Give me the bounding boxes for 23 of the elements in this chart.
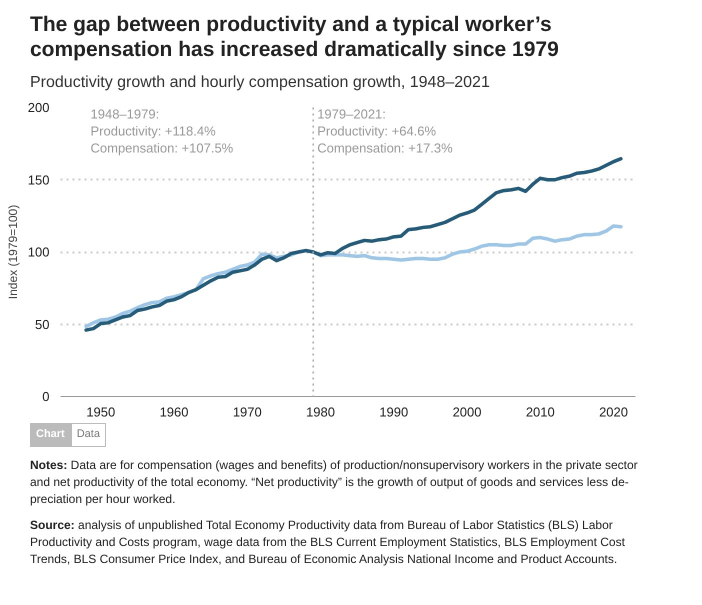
x-tick-label: 1980 [306,404,335,420]
y-tick-label: 0 [42,389,50,404]
x-tick-label: 2020 [599,404,628,420]
x-tick-label: 1990 [379,404,408,420]
x-tick-label: 1960 [160,404,188,420]
y-tick-label: 150 [28,172,50,188]
y-axis-title: Index (1979=100) [6,205,20,300]
annotation: 1979–2021: Productivity: +64.6% Compensation: +17.3% [317,106,454,156]
text: Data [76,427,100,442]
line-series [84,157,623,332]
x-tick-label: 1950 [86,404,116,420]
y-tick-label: 100 [28,244,50,260]
text: Chart [36,427,65,442]
chart-subtitle: Productivity growth and hourly compensation growth, 1948–2021 [30,73,490,94]
y-tick-label: 200 [28,100,50,116]
x-tick-label: 1970 [232,404,262,420]
y-tick-label: 50 [35,316,50,332]
annotation: 1948–1979: Productivity: +118.4% Compensation: +107.5% [90,106,234,156]
source-note: Source: analysis of unpublished Total Economy Productivity data from Bureau of Labor Statistics (BLS) Labor Productivity and Costs program, wage data from the BLS Current Employment Statistics, BLS Employment Cost Trends, BLS Consumer Price Index, and Bureau of Economic Analysis National Income and Product Accounts. [30,517,626,568]
x-tick-label: 2010 [526,404,555,420]
x-tick-label: 2000 [452,404,482,420]
text: Notes: Data are for compensation (wages and benefits) of production/nonsupervisory workers in the private sector and net productivity of the total economy. “Net productivity” is the growth of output of goods and services less de-preciation per hour worked. [30,456,639,508]
chart-title: The gap between productivity and a typical worker’s compensation has increased dramatically since 1979 [30,12,560,62]
